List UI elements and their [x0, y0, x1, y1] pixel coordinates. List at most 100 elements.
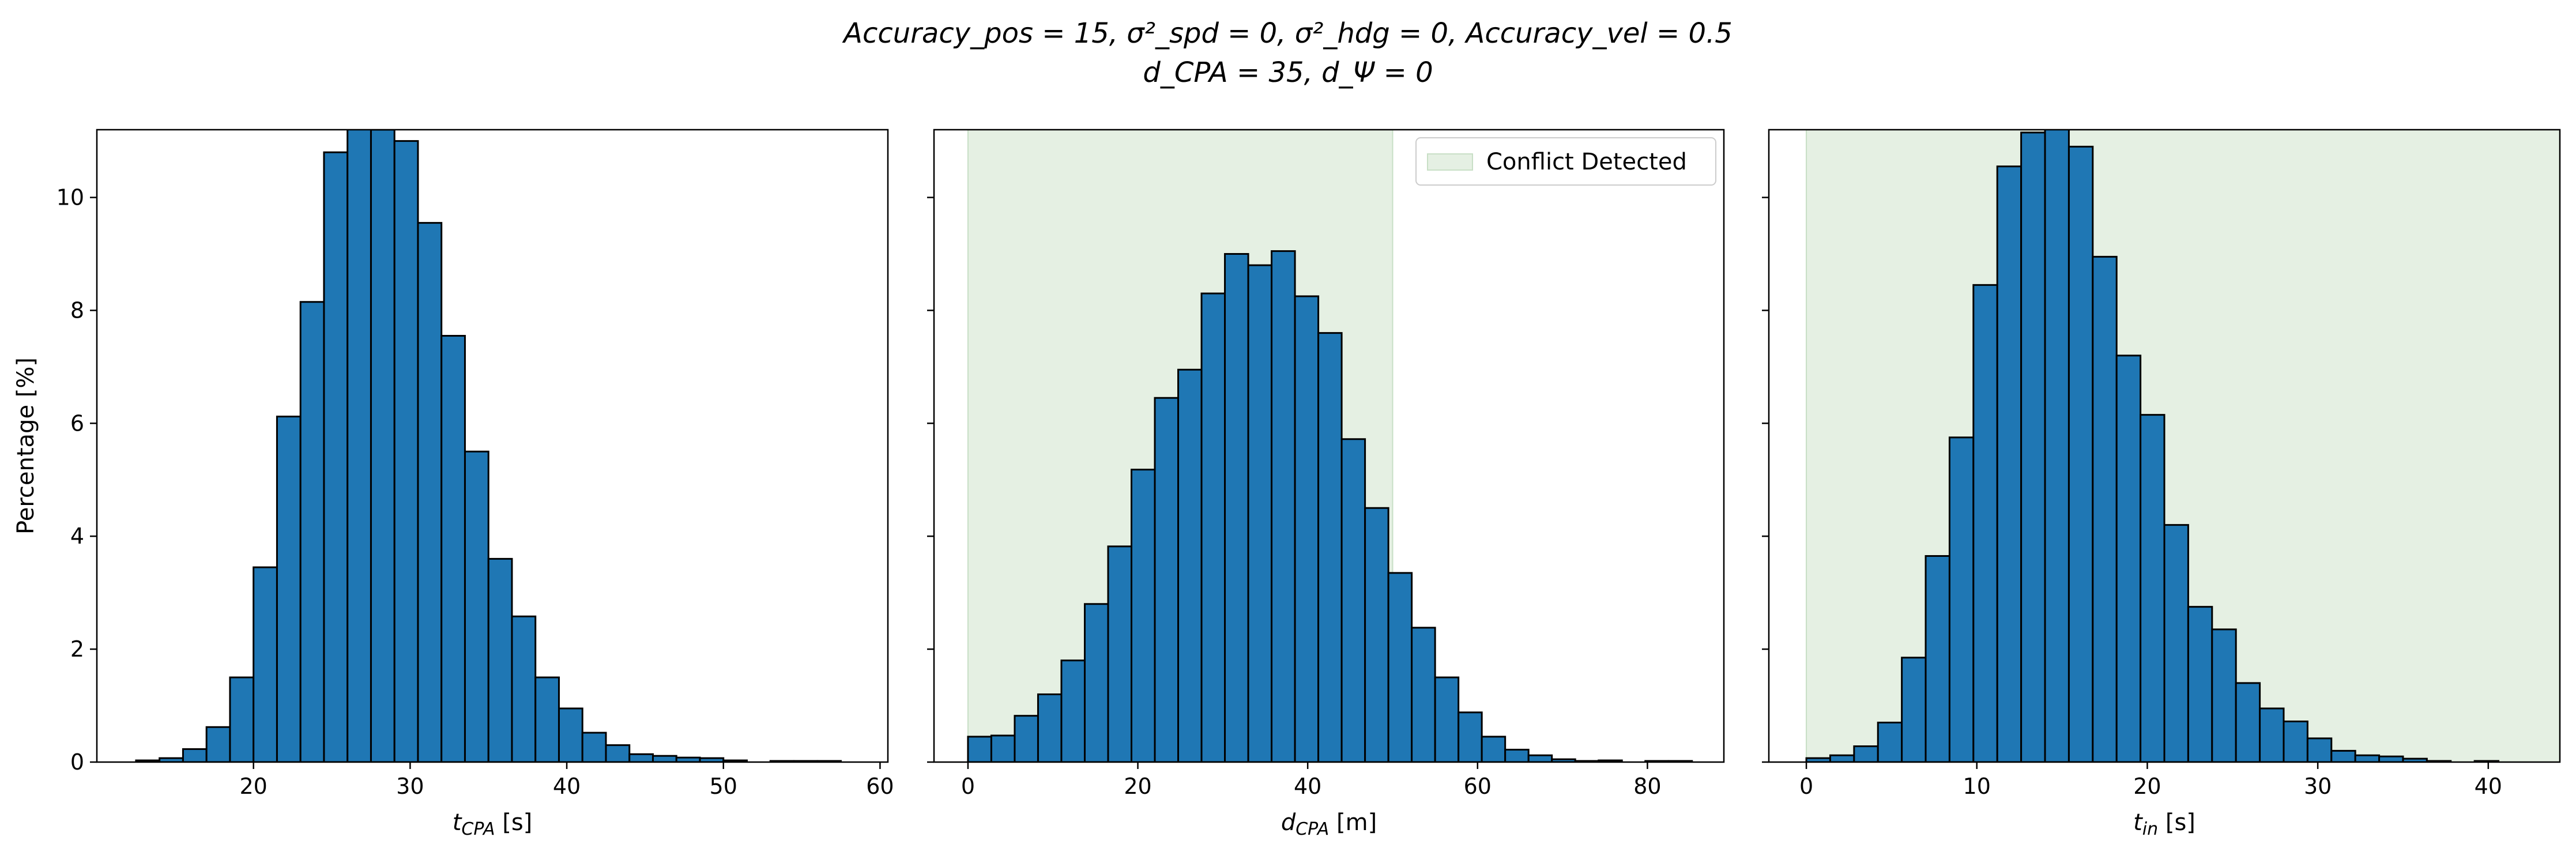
histogram-bar	[2187, 606, 2213, 762]
x-axis-label: tin [s]	[2133, 809, 2195, 839]
histogram-bar	[2163, 524, 2189, 762]
histogram-bar	[1972, 284, 1998, 762]
histogram-bar	[2044, 130, 2070, 762]
histogram-bar	[440, 335, 466, 762]
histogram-bar	[182, 748, 208, 762]
histogram-bar	[2378, 755, 2404, 762]
histogram-bar	[205, 726, 231, 762]
histogram-bar	[229, 676, 255, 762]
histogram-bar	[1294, 295, 1320, 762]
x-axis-label: dCPA [m]	[1281, 809, 1377, 839]
x-tick-label: 40	[553, 774, 581, 799]
histogram-bar	[2115, 355, 2142, 762]
histogram-bar	[628, 753, 654, 762]
x-tick-label: 0	[961, 774, 975, 799]
histogram-bar	[2211, 628, 2237, 762]
x-tick-label: 60	[1464, 774, 1492, 799]
legend: Conflict Detected	[1415, 137, 1716, 186]
x-tick-label: 20	[240, 774, 268, 799]
histogram-bar	[1504, 748, 1530, 762]
histogram-bar	[2283, 720, 2308, 762]
histogram-bar	[1829, 754, 1855, 762]
histogram-bar	[1527, 754, 1553, 762]
histogram-bar	[2092, 255, 2118, 762]
histogram-bar	[417, 222, 443, 762]
y-tick-label: 6	[70, 410, 84, 436]
axes-frame	[933, 129, 1725, 763]
histogram-bar	[1060, 659, 1086, 762]
y-axis-label: Percentage [%]	[13, 357, 39, 534]
plot-area	[967, 130, 1693, 762]
histogram-bar	[2306, 737, 2333, 762]
histogram-bar	[1340, 438, 1366, 762]
y-tick-label: 10	[57, 185, 84, 210]
x-tick-label: 40	[1294, 774, 1321, 799]
y-tick-label: 4	[70, 523, 84, 549]
x-tick-label: 60	[866, 774, 894, 799]
histogram-bar	[2067, 145, 2094, 762]
x-tick-label: 30	[396, 774, 424, 799]
y-tick-label: 2	[70, 636, 84, 662]
histogram-bar	[534, 676, 560, 762]
histogram-bar	[2235, 682, 2261, 762]
histogram-bar	[370, 130, 396, 762]
histogram-bar	[1877, 721, 1903, 762]
histogram-bar	[1996, 165, 2023, 762]
histogram-bar	[2354, 754, 2381, 762]
histogram-panel-2: 0 20 40 60 80 dCPA [m] Conflict Detected	[927, 129, 1725, 839]
axes-frame	[96, 129, 889, 763]
x-tick-label: 40	[2475, 774, 2502, 799]
legend-box	[1415, 137, 1716, 186]
histogram-bar	[393, 140, 419, 762]
histogram-panel-1: 20 30 40 50 60 0 2 4 6 8 10 tCPA [s] Percentage [%]	[13, 129, 894, 839]
histogram-bar	[276, 416, 302, 762]
histogram-bar	[299, 301, 325, 762]
histogram-bar	[464, 450, 489, 762]
histogram-bar	[2259, 707, 2285, 762]
histogram-bar	[1853, 745, 1879, 762]
histogram-bar	[1107, 545, 1133, 762]
histogram-bar	[1154, 397, 1180, 762]
histogram-panel-3: 0 10 20 30 40 tin [s]	[1762, 129, 2561, 839]
legend-label: Conflict Detected	[1486, 149, 1687, 175]
histogram-bar	[347, 130, 372, 762]
axes-frame	[1768, 129, 2561, 763]
x-tick-label: 80	[1633, 774, 1661, 799]
histogram-bar	[1037, 693, 1063, 762]
histogram-bar	[1364, 507, 1389, 762]
histogram-bar	[1224, 252, 1249, 762]
histogram-bar	[511, 615, 537, 762]
figure-title-line-1: Accuracy_pos = 15, σ²_spd = 0, σ²_hdg = …	[842, 17, 1733, 50]
histogram-bar	[722, 759, 748, 762]
histogram-bar	[1200, 292, 1226, 762]
histogram-bar	[1925, 555, 1950, 762]
histogram-bar	[1458, 711, 1483, 762]
histogram-bar	[967, 736, 992, 762]
histogram-bar	[1014, 715, 1039, 762]
histogram-bar	[1481, 736, 1507, 762]
x-tick-label: 50	[710, 774, 737, 799]
histogram-bar	[1434, 676, 1460, 762]
histogram-bar	[323, 151, 349, 762]
x-tick-label: 10	[1963, 774, 1991, 799]
histogram-bar	[2020, 131, 2046, 762]
histogram-bar	[1271, 250, 1296, 762]
histogram-bar	[558, 707, 583, 762]
histogram-bar	[2140, 414, 2166, 762]
histogram-bar	[990, 734, 1016, 762]
histogram-bar	[1317, 332, 1343, 762]
figure-title-line-2: d_CPA = 35, d_Ψ = 0	[1143, 56, 1433, 89]
histogram-bar	[1177, 368, 1203, 762]
histogram-bar	[1598, 759, 1623, 762]
x-tick-label: 20	[2133, 774, 2161, 799]
x-axis-label: tCPA [s]	[453, 809, 533, 839]
plot-area	[1805, 130, 2560, 762]
histogram-bar	[1131, 469, 1156, 762]
histogram-bar	[605, 744, 631, 762]
x-tick-label: 20	[1124, 774, 1151, 799]
histogram-bar	[1411, 627, 1436, 762]
histogram-bar	[1083, 603, 1109, 762]
plot-area	[135, 130, 842, 762]
histogram-bar	[1948, 436, 1975, 762]
